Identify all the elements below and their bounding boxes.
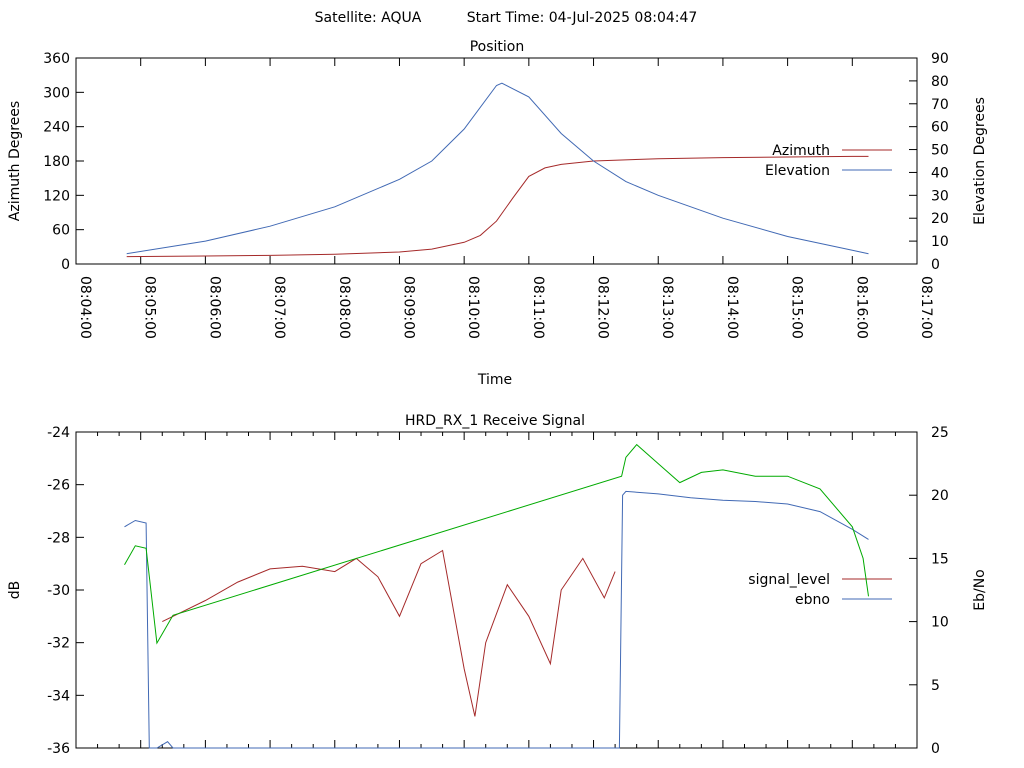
x-tick-label: 08:15:00 (789, 276, 805, 339)
signal-chart-title: HRD_RX_1 Receive Signal (405, 413, 585, 429)
right-tick-label: 90 (931, 51, 949, 67)
left-tick-label: 360 (43, 51, 70, 67)
right-tick-label: 15 (931, 551, 949, 567)
x-tick-label: 08:08:00 (336, 276, 352, 339)
right-tick-label: 5 (931, 678, 940, 694)
start-time-label: Start Time: 04-Jul-2025 08:04:47 (467, 10, 698, 26)
plot-frame-signal (75, 431, 918, 749)
right-tick-label: 40 (931, 165, 949, 181)
x-tick-label: 08:16:00 (853, 276, 869, 339)
x-tick-label: 08:04:00 (77, 276, 93, 339)
right-tick-label: 10 (931, 234, 949, 250)
x-tick-label: 08:06:00 (206, 276, 222, 339)
left-tick-label: -30 (47, 583, 70, 599)
right-tick-label: 30 (931, 188, 949, 204)
x-tick-label: 08:10:00 (465, 276, 481, 339)
left-tick-label: 180 (43, 154, 70, 170)
right-tick-label: 20 (931, 488, 949, 504)
right-tick-label: 0 (931, 257, 940, 273)
right-tick-label: 50 (931, 143, 949, 159)
series-line-ebno (124, 490, 869, 749)
plot-frame-position (75, 57, 918, 265)
x-tick-label: 08:13:00 (659, 276, 675, 339)
legend-label: Elevation (765, 163, 830, 179)
satellite-label: Satellite: AQUA (315, 10, 422, 26)
left-tick-label: 300 (43, 85, 70, 101)
signal-left-axis-label: dB (7, 581, 23, 600)
right-tick-label: 80 (931, 74, 949, 90)
right-tick-label: 25 (931, 425, 949, 441)
x-tick-label: 08:07:00 (271, 276, 287, 339)
left-tick-label: -32 (47, 636, 70, 652)
series-line-Elevation (126, 82, 869, 255)
x-tick-label: 08:05:00 (142, 276, 158, 339)
legend-label: Azimuth (772, 143, 830, 159)
x-tick-label: 08:09:00 (400, 276, 416, 339)
series-line-unnamed-2 (124, 443, 869, 645)
left-tick-label: 240 (43, 120, 70, 136)
right-tick-label: 20 (931, 211, 949, 227)
left-tick-label: 120 (43, 188, 70, 204)
left-tick-label: -28 (47, 530, 70, 546)
left-tick-label: -24 (47, 425, 70, 441)
legend-label: signal_level (748, 572, 830, 588)
series-line-signal_level (162, 549, 616, 717)
right-tick-label: 0 (931, 741, 940, 757)
legend-label: ebno (795, 592, 830, 608)
signal-right-axis-label: Eb/No (972, 569, 988, 611)
left-tick-label: 60 (52, 223, 70, 239)
left-tick-label: 0 (61, 257, 70, 273)
right-tick-label: 70 (931, 97, 949, 113)
x-tick-label: 08:17:00 (918, 276, 934, 339)
right-tick-label: 10 (931, 615, 949, 631)
position-left-axis-label: Azimuth Degrees (7, 101, 23, 221)
series-line-Azimuth (126, 155, 869, 258)
x-tick-label: 08:12:00 (595, 276, 611, 339)
x-tick-label: 08:11:00 (530, 276, 546, 339)
position-right-axis-label: Elevation Degrees (972, 97, 988, 225)
left-tick-label: -26 (47, 478, 70, 494)
position-x-axis-label: Time (477, 372, 512, 388)
left-tick-label: -36 (47, 741, 70, 757)
right-tick-label: 60 (931, 120, 949, 136)
position-chart-title: Position (470, 39, 525, 55)
x-tick-label: 08:14:00 (724, 276, 740, 339)
left-tick-label: -34 (47, 688, 70, 704)
